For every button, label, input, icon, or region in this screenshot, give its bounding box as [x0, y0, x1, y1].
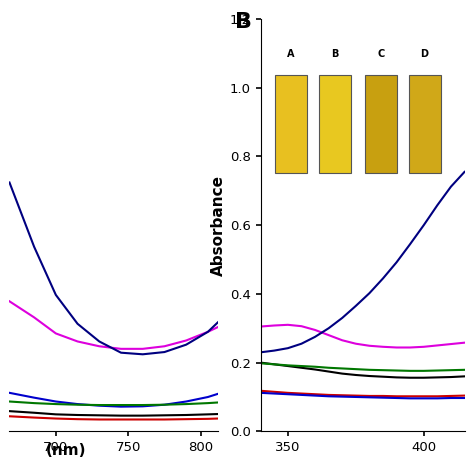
Text: (nm): (nm)	[46, 443, 87, 458]
Y-axis label: Absorbance: Absorbance	[210, 174, 226, 276]
Text: B: B	[235, 12, 252, 32]
